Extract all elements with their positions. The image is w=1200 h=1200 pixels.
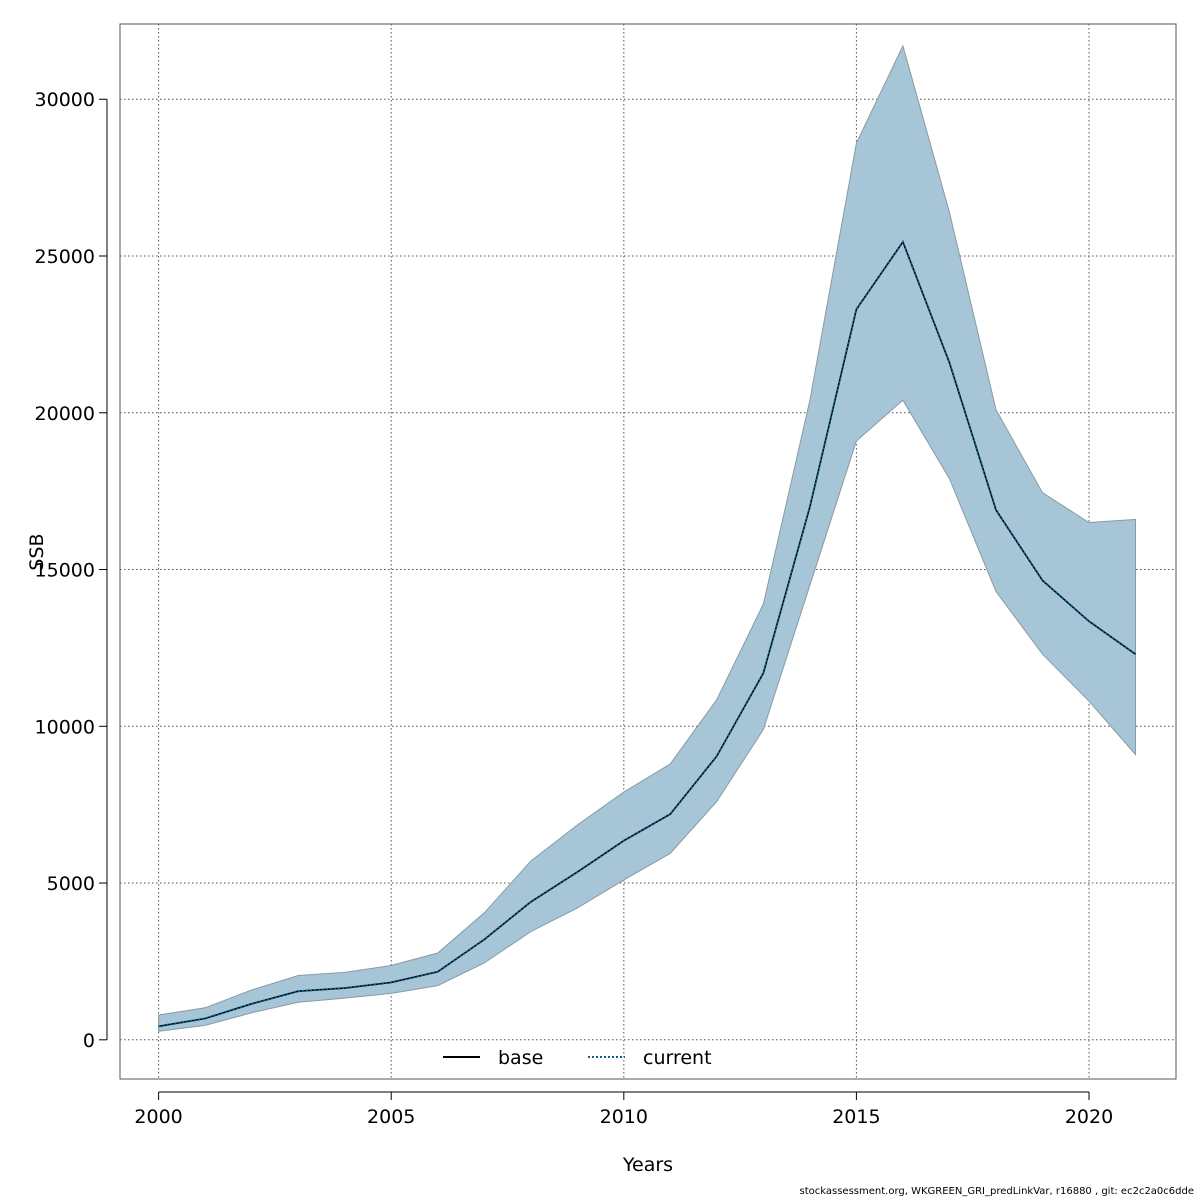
y-tick-label: 30000 [35, 89, 95, 111]
legend-label-base: base [498, 1047, 543, 1069]
gridlines [120, 24, 1176, 1079]
legend: base current [443, 1047, 712, 1069]
y-tick-label: 5000 [47, 873, 95, 895]
x-tick-label: 2010 [600, 1106, 648, 1128]
plot-frame [119, 23, 1177, 1080]
y-axis-title: SSB [26, 533, 48, 570]
legend-label-current: current [643, 1047, 712, 1069]
footer-credit: stockassessment.org, WKGREEN_GRI_predLin… [799, 1186, 1194, 1197]
confidence-band-group [158, 44, 1136, 1032]
y-tick-label: 25000 [35, 246, 95, 268]
y-axis: 0 5000 10000 15000 20000 25000 30000 [35, 89, 108, 1052]
y-tick-label: 15000 [35, 560, 95, 582]
x-tick-label: 2020 [1065, 1106, 1113, 1128]
series-line-current [158, 239, 1137, 1028]
y-tick-label: 20000 [35, 403, 95, 425]
y-tick-label: 0 [83, 1030, 95, 1052]
x-axis-title: Years [622, 1154, 673, 1176]
x-tick-label: 2000 [134, 1106, 182, 1128]
x-axis: 2000 2005 2010 2015 2020 [134, 1091, 1113, 1128]
y-tick-label: 10000 [35, 716, 95, 738]
series-lines [158, 239, 1137, 1028]
x-tick-label: 2015 [832, 1106, 880, 1128]
series-line-base [158, 240, 1136, 1028]
confidence-band [158, 44, 1136, 1032]
x-tick-label: 2005 [367, 1106, 415, 1128]
